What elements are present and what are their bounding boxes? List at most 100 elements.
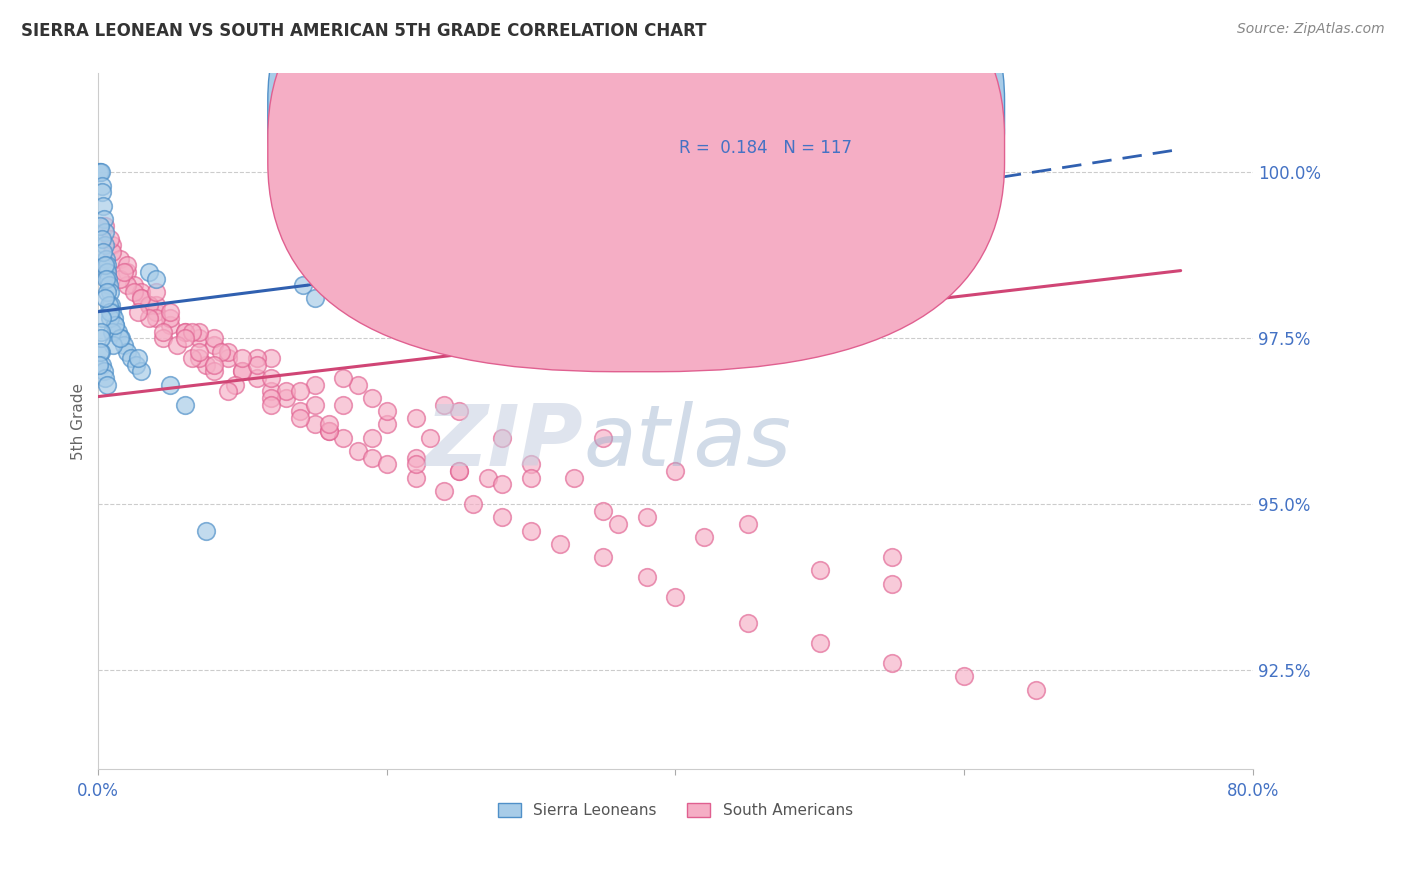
- Point: [246, 351, 269, 366]
- Point: [880, 550, 903, 565]
- Point: [375, 404, 398, 418]
- Point: [127, 304, 149, 318]
- Legend: Sierra Leoneans, South Americans: Sierra Leoneans, South Americans: [492, 797, 859, 824]
- Point: [318, 424, 340, 438]
- Y-axis label: 5th Grade: 5th Grade: [72, 383, 86, 459]
- Point: [131, 285, 153, 299]
- Point: [89, 344, 111, 359]
- Point: [347, 377, 370, 392]
- Point: [260, 391, 283, 405]
- Point: [231, 364, 253, 378]
- Point: [91, 311, 114, 326]
- Point: [361, 431, 384, 445]
- Point: [592, 431, 614, 445]
- Point: [93, 258, 115, 272]
- Point: [145, 311, 167, 326]
- Point: [188, 344, 211, 359]
- Point: [636, 570, 658, 584]
- Point: [808, 636, 831, 650]
- FancyBboxPatch shape: [267, 0, 1004, 335]
- Point: [880, 576, 903, 591]
- Point: [447, 404, 470, 418]
- Point: [433, 398, 456, 412]
- Point: [195, 524, 218, 538]
- Point: [564, 470, 586, 484]
- Point: [98, 311, 121, 326]
- Point: [115, 344, 138, 359]
- Point: [173, 331, 195, 345]
- Point: [260, 398, 283, 412]
- Point: [195, 358, 218, 372]
- Point: [180, 351, 202, 366]
- Point: [98, 285, 121, 299]
- Point: [145, 271, 167, 285]
- Point: [180, 325, 202, 339]
- Point: [122, 285, 145, 299]
- Point: [138, 311, 160, 326]
- Point: [188, 325, 211, 339]
- Point: [91, 245, 114, 260]
- Point: [1025, 682, 1047, 697]
- Text: SIERRA LEONEAN VS SOUTH AMERICAN 5TH GRADE CORRELATION CHART: SIERRA LEONEAN VS SOUTH AMERICAN 5TH GRA…: [21, 22, 707, 40]
- Point: [120, 351, 142, 366]
- Point: [304, 377, 326, 392]
- Point: [318, 424, 340, 438]
- Point: [115, 258, 138, 272]
- Point: [173, 325, 195, 339]
- Point: [304, 398, 326, 412]
- Point: [89, 165, 111, 179]
- Point: [97, 278, 120, 293]
- Text: Source: ZipAtlas.com: Source: ZipAtlas.com: [1237, 22, 1385, 37]
- Point: [112, 265, 135, 279]
- Point: [491, 431, 513, 445]
- Point: [375, 417, 398, 432]
- Point: [606, 516, 628, 531]
- Point: [122, 278, 145, 293]
- Point: [361, 391, 384, 405]
- Point: [447, 464, 470, 478]
- Point: [520, 457, 543, 471]
- Point: [159, 304, 181, 318]
- Point: [96, 377, 118, 392]
- Point: [159, 318, 181, 332]
- Point: [260, 351, 283, 366]
- Point: [124, 358, 146, 372]
- Text: atlas: atlas: [583, 401, 792, 483]
- Point: [246, 358, 269, 372]
- Point: [131, 292, 153, 306]
- Point: [93, 225, 115, 239]
- Point: [110, 331, 132, 345]
- Point: [101, 238, 124, 252]
- Point: [94, 219, 117, 233]
- Point: [91, 199, 114, 213]
- Point: [90, 178, 112, 193]
- Text: R =  0.184   N = 117: R = 0.184 N = 117: [679, 139, 852, 157]
- Point: [173, 325, 195, 339]
- Point: [202, 331, 225, 345]
- Point: [292, 278, 315, 293]
- Point: [664, 464, 686, 478]
- Point: [332, 431, 354, 445]
- Point: [375, 457, 398, 471]
- Point: [491, 510, 513, 524]
- Point: [138, 298, 160, 312]
- Point: [477, 470, 499, 484]
- Point: [260, 371, 283, 385]
- Point: [98, 232, 121, 246]
- Point: [953, 669, 976, 683]
- Point: [98, 304, 121, 318]
- Point: [94, 238, 117, 252]
- Point: [96, 265, 118, 279]
- Text: ZIP: ZIP: [426, 401, 583, 483]
- Point: [592, 550, 614, 565]
- Point: [419, 431, 441, 445]
- Point: [108, 331, 131, 345]
- Point: [693, 530, 716, 544]
- Point: [202, 338, 225, 352]
- Point: [332, 371, 354, 385]
- Point: [520, 470, 543, 484]
- Point: [217, 384, 239, 399]
- Point: [664, 590, 686, 604]
- Text: R = 0.047   N = 58: R = 0.047 N = 58: [679, 103, 835, 121]
- Point: [447, 464, 470, 478]
